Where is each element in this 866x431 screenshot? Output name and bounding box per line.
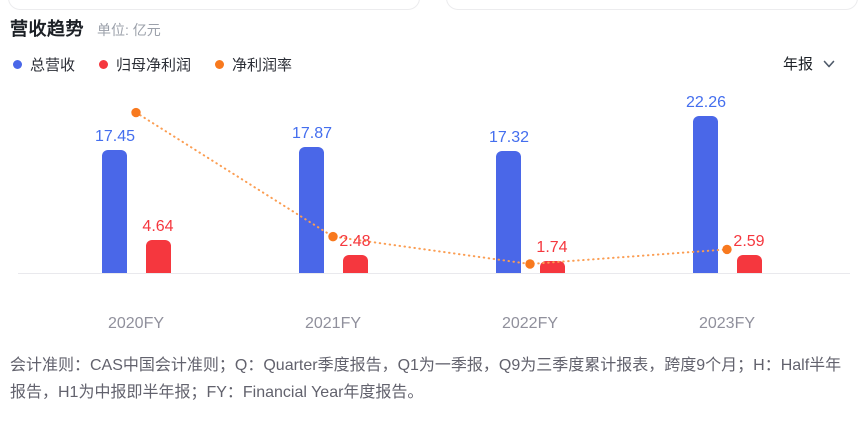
panel-outline-right (446, 0, 858, 10)
bar-value-label-revenue: 22.26 (685, 93, 727, 111)
bar-value-label-profit: 4.64 (142, 218, 174, 236)
legend: 总营收 归母净利润 净利润率 (13, 54, 292, 75)
x-axis-label: 2022FY (501, 315, 559, 332)
bar-net-profit[interactable] (343, 255, 368, 273)
x-axis-label: 2023FY (698, 315, 756, 332)
bar-total-revenue[interactable] (102, 149, 127, 273)
net-margin-line (131, 107, 732, 269)
bar-value-label-profit: 2.48 (339, 233, 371, 251)
legend-dot-blue-icon (13, 60, 22, 69)
legend-label: 总营收 (30, 57, 76, 74)
bar-value-label-revenue: 17.32 (488, 128, 530, 146)
x-axis-line (18, 273, 850, 274)
footnote: 会计准则：CAS中国会计准则；Q：Quarter季度报告，Q1为一季报，Q9为三… (10, 357, 842, 401)
legend-item-net-profit[interactable]: 归母净利润 (99, 54, 191, 75)
period-dropdown[interactable]: 年报 (783, 53, 836, 74)
x-axis-label: 2020FY (107, 315, 165, 332)
legend-dot-red-icon (99, 60, 109, 69)
legend-item-total-revenue[interactable]: 总营收 (13, 54, 75, 75)
chart-area: 17.45 4.64 2020FY 17.87 2.48 2021FY 17.32 1.74 2… (10, 85, 856, 340)
legend-label: 净利润率 (232, 57, 293, 74)
legend-dot-orange-icon (215, 60, 225, 69)
panel-header: 营收趋势 单位: 亿元 (10, 15, 161, 41)
legend-item-net-margin[interactable]: 净利润率 (215, 54, 292, 75)
net-margin-point[interactable] (131, 107, 141, 118)
bar-value-label-profit: 2.59 (733, 232, 765, 250)
page-title: 营收趋势 (10, 19, 84, 39)
bar-value-label-revenue: 17.45 (94, 127, 136, 145)
legend-label: 归母净利润 (116, 57, 192, 74)
net-margin-point[interactable] (525, 259, 535, 269)
bar-net-profit[interactable] (146, 240, 171, 273)
bar-net-profit[interactable] (737, 254, 762, 273)
bar-net-profit[interactable] (540, 260, 565, 273)
x-axis-label: 2021FY (304, 315, 362, 332)
bar-value-label-profit: 1.74 (536, 238, 568, 256)
period-value: 年报 (782, 56, 813, 73)
bar-total-revenue[interactable] (299, 146, 324, 273)
bar-value-label-revenue: 17.87 (291, 124, 333, 142)
unit-label: 单位: 亿元 (97, 22, 161, 38)
chevron-down-icon (823, 60, 835, 67)
panel-outline-left (8, 0, 420, 10)
